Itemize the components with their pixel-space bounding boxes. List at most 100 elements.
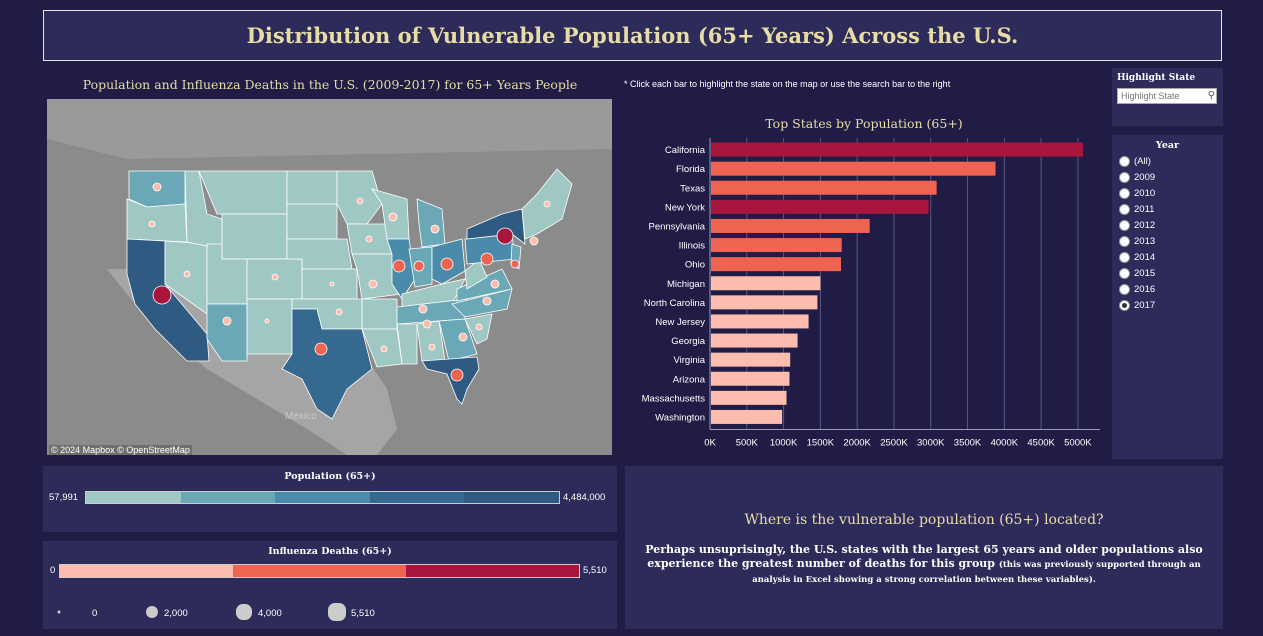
year-option[interactable]: 2017 [1119, 300, 1155, 311]
bar[interactable] [711, 199, 929, 214]
bar[interactable] [711, 276, 821, 291]
bar-label[interactable]: Ohio [685, 260, 705, 271]
marker-washington[interactable] [152, 182, 162, 192]
year-option[interactable]: 2015 [1119, 268, 1155, 279]
bar[interactable] [711, 409, 783, 424]
bar-label[interactable]: New York [665, 202, 705, 213]
state-wyoming[interactable] [221, 213, 288, 260]
bar[interactable] [711, 218, 870, 233]
bar[interactable] [711, 161, 996, 176]
year-option[interactable]: 2016 [1119, 284, 1155, 295]
marker-iowa[interactable] [365, 235, 373, 243]
marker-minnesota[interactable] [356, 197, 364, 205]
bar-label[interactable]: Illinois [679, 241, 706, 252]
state-virginia[interactable] [456, 268, 513, 302]
bar[interactable] [711, 257, 841, 272]
bar[interactable] [711, 390, 787, 405]
year-option[interactable]: 2010 [1119, 188, 1155, 199]
marker-colorado[interactable] [271, 273, 279, 281]
bar-label[interactable]: California [665, 145, 706, 156]
search-icon[interactable]: ⚲ [1207, 90, 1215, 101]
bar-label[interactable]: Florida [676, 164, 706, 175]
marker-massachusetts[interactable] [529, 236, 539, 246]
marker-wisconsin[interactable] [388, 212, 398, 222]
marker-alabama[interactable] [428, 343, 436, 351]
highlight-search-input[interactable] [1117, 88, 1217, 104]
bar-label[interactable]: Washington [655, 412, 705, 423]
marker-missouri[interactable] [368, 279, 378, 289]
bar[interactable] [711, 333, 798, 348]
bar[interactable] [711, 180, 937, 195]
radio-button[interactable] [1119, 172, 1130, 183]
state-north-dakota[interactable] [286, 170, 338, 205]
marker-michigan[interactable] [430, 224, 440, 234]
marker-kentucky[interactable] [418, 304, 428, 314]
bar[interactable] [711, 238, 842, 253]
marker-ohio[interactable] [440, 257, 454, 271]
bar-label[interactable]: North Carolina [644, 298, 706, 309]
radio-button[interactable] [1119, 236, 1130, 247]
marker-virginia[interactable] [490, 279, 500, 289]
year-option[interactable]: 2012 [1119, 220, 1155, 231]
bar-label[interactable]: Arizona [673, 374, 706, 385]
marker-louisiana[interactable] [380, 345, 388, 353]
map-credit[interactable]: © 2024 Mapbox © OpenStreetMap [49, 445, 192, 455]
marker-oregon[interactable] [148, 220, 156, 228]
state-florida[interactable] [421, 356, 480, 405]
marker-kansas[interactable] [329, 281, 335, 287]
year-option[interactable]: 2014 [1119, 252, 1155, 263]
marker-new-york[interactable] [496, 227, 514, 245]
marker-new-mexico[interactable] [264, 318, 270, 324]
bar[interactable] [711, 295, 818, 310]
radio-button[interactable] [1119, 188, 1130, 199]
radio-button[interactable] [1119, 252, 1130, 263]
marker-tennessee[interactable] [422, 319, 432, 329]
bar[interactable] [711, 371, 790, 386]
state-oregon[interactable] [126, 198, 188, 243]
state-new-york[interactable] [466, 208, 526, 245]
bar-label[interactable]: Georgia [671, 336, 706, 347]
marker-south-carolina[interactable] [475, 323, 483, 331]
state-south-dakota[interactable] [286, 203, 338, 240]
state-minnesota[interactable] [336, 170, 383, 225]
state-new-mexico[interactable] [246, 298, 293, 355]
bar-label[interactable]: Virginia [673, 355, 705, 366]
year-option[interactable]: 2009 [1119, 172, 1155, 183]
marker-pennsylvania[interactable] [480, 252, 494, 266]
year-option[interactable]: 2013 [1119, 236, 1155, 247]
state-montana[interactable] [198, 170, 288, 215]
radio-button[interactable] [1119, 156, 1130, 167]
state-arizona[interactable] [206, 303, 248, 362]
bar[interactable] [711, 352, 791, 367]
map-canvas[interactable] [47, 99, 612, 455]
marker-oklahoma[interactable] [335, 308, 343, 316]
state-georgia[interactable] [438, 318, 478, 362]
marker-north-carolina[interactable] [482, 296, 492, 306]
bar-label[interactable]: Texas [680, 183, 705, 194]
us-map[interactable]: Mexico © 2024 Mapbox © OpenStreetMap [47, 99, 612, 455]
state-north-carolina[interactable] [451, 288, 513, 318]
year-option[interactable]: (All) [1119, 156, 1151, 167]
state-michigan[interactable] [416, 198, 446, 248]
radio-button[interactable] [1119, 284, 1130, 295]
state-kansas[interactable] [301, 268, 358, 300]
bar-label[interactable]: Massachusetts [642, 393, 706, 404]
bar[interactable] [711, 314, 809, 329]
marker-illinois[interactable] [392, 259, 406, 273]
state-texas[interactable] [281, 308, 373, 420]
radio-button[interactable] [1119, 204, 1130, 215]
bar[interactable] [711, 142, 1084, 157]
marker-texas[interactable] [314, 342, 328, 356]
marker-nevada[interactable] [183, 270, 191, 278]
year-option[interactable]: 2011 [1119, 204, 1154, 215]
bar-chart[interactable]: Top States by Population (65+) Californi… [624, 110, 1104, 450]
state-mississippi[interactable] [396, 323, 418, 365]
bar-label[interactable]: New Jersey [655, 317, 705, 328]
radio-button[interactable] [1119, 220, 1130, 231]
radio-button[interactable] [1119, 268, 1130, 279]
marker-florida[interactable] [450, 368, 464, 382]
marker-california[interactable] [152, 285, 172, 305]
marker-georgia[interactable] [458, 332, 468, 342]
marker-maine[interactable] [543, 200, 551, 208]
marker-new-jersey[interactable] [510, 259, 520, 269]
